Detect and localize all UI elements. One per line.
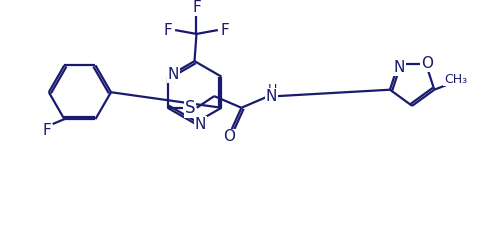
Text: H: H	[268, 83, 277, 96]
Text: F: F	[220, 23, 229, 38]
Text: F: F	[42, 123, 51, 138]
Text: CH₃: CH₃	[444, 72, 467, 85]
Text: S: S	[185, 99, 195, 117]
Text: N: N	[394, 60, 405, 75]
Text: N: N	[195, 117, 206, 132]
Text: O: O	[421, 56, 433, 71]
Text: F: F	[164, 23, 173, 38]
Text: N: N	[168, 67, 179, 82]
Text: O: O	[223, 129, 235, 144]
Text: N: N	[266, 88, 277, 104]
Text: F: F	[192, 0, 201, 15]
